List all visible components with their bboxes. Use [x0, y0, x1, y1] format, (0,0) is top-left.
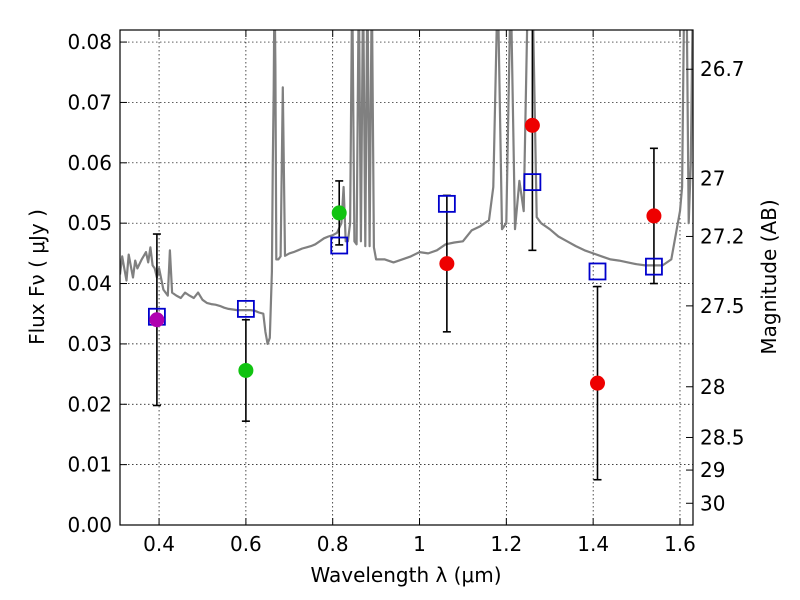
observed-flux-point [331, 205, 347, 221]
y-tick-label: 0.05 [67, 211, 112, 235]
axis-ticks: 0.4 0.6 0.8 1 1.2 1.4 1.6 0.00 0.01 0.02 0.03 0.04 0… [67, 30, 745, 556]
y-tick-label: 0.04 [67, 272, 112, 296]
y2-tick-label: 28.5 [700, 425, 745, 449]
y-tick-label: 0.03 [67, 332, 112, 356]
y2-tick-label: 29 [700, 458, 725, 482]
observed-flux-point [238, 362, 254, 378]
y-axis-title: Flux Fν ( μJy ) [25, 209, 49, 345]
spectrum-layer [120, 30, 693, 345]
x-tick-label: 1 [413, 532, 426, 556]
y2-tick-label: 30 [700, 491, 725, 515]
y2-tick-label: 27 [700, 167, 725, 191]
errorbar-layer [152, 30, 658, 481]
x-tick-label: 1.4 [577, 532, 609, 556]
y2-tick-label: 26.7 [700, 57, 745, 81]
model-photometry-square [236, 299, 255, 318]
observed-flux-point [439, 256, 455, 272]
y2-tick-label: 28 [700, 375, 725, 399]
x-tick-label: 0.8 [317, 532, 349, 556]
model-photometry-square [588, 262, 607, 281]
x-tick-label: 0.6 [230, 532, 262, 556]
observed-flux-point [149, 312, 165, 328]
model-photometry-square [645, 257, 663, 276]
x-tick-label: 0.4 [143, 532, 175, 556]
observed-flux-point [590, 375, 605, 391]
x-tick-label: 1.6 [664, 532, 696, 556]
observed-flux-point [524, 117, 540, 133]
y2-axis-title: Magnitude (AB) [757, 199, 781, 354]
y-tick-label: 0.08 [67, 30, 112, 54]
grid-lines [120, 30, 693, 526]
observed-flux-point [646, 208, 662, 224]
observed-photometry-layer [149, 117, 662, 391]
y-tick-label: 0.00 [67, 513, 112, 537]
x-axis-title: Wavelength λ (μm) [310, 563, 501, 587]
y-tick-label: 0.07 [67, 90, 112, 114]
y-tick-label: 0.06 [67, 151, 112, 175]
plot-frame [119, 29, 694, 526]
y2-tick-label: 27.5 [700, 294, 745, 318]
y-tick-label: 0.02 [67, 392, 112, 416]
model-photometry-square [330, 236, 349, 255]
y-tick-label: 0.01 [67, 453, 112, 477]
spectrum-line [120, 30, 693, 345]
model-photometry-square [437, 194, 456, 213]
y2-tick-label: 27.2 [700, 224, 745, 248]
x-tick-label: 1.2 [490, 532, 522, 556]
model-photometry-square [523, 173, 542, 192]
